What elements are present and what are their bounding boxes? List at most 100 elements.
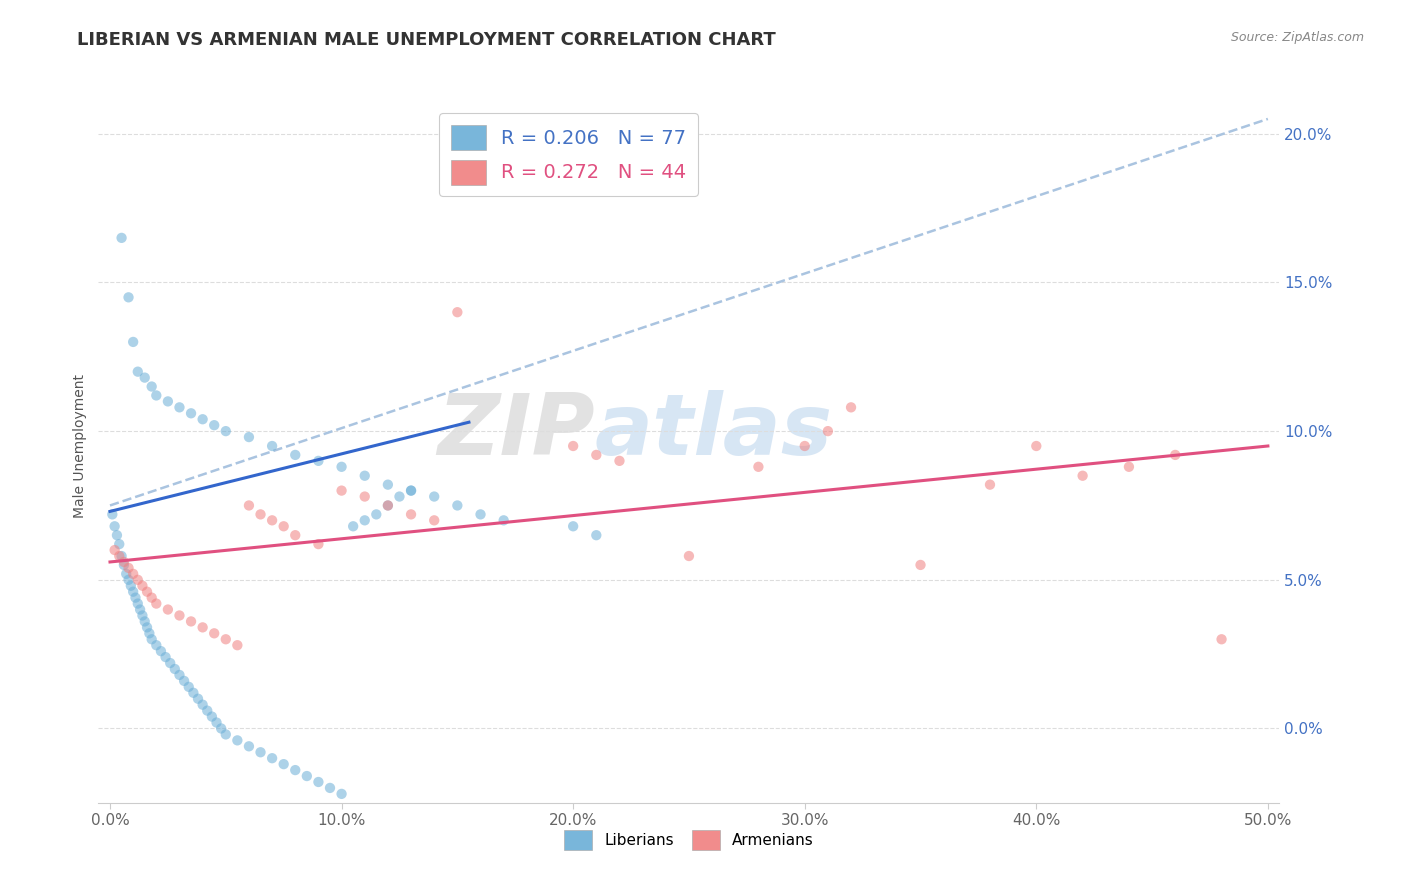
Point [377, 477, 399, 491]
Point [191, 698, 214, 712]
Point [112, 555, 135, 569]
Point [149, 644, 172, 658]
Text: LIBERIAN VS ARMENIAN MALE UNEMPLOYMENT CORRELATION CHART: LIBERIAN VS ARMENIAN MALE UNEMPLOYMENT C… [77, 31, 776, 49]
Point [1118, 459, 1140, 474]
Y-axis label: Male Unemployment: Male Unemployment [73, 374, 87, 518]
Point [1164, 448, 1187, 462]
Point [183, 686, 205, 700]
Point [446, 305, 468, 319]
Point [136, 584, 159, 599]
Point [585, 448, 607, 462]
Point [108, 537, 131, 551]
Point [366, 508, 388, 522]
Point [163, 662, 186, 676]
Point [141, 591, 163, 605]
Point [138, 626, 160, 640]
Point [215, 727, 238, 741]
Point [284, 448, 307, 462]
Point [342, 519, 364, 533]
Point [262, 439, 284, 453]
Point [1025, 439, 1047, 453]
Point [979, 477, 1001, 491]
Point [112, 558, 135, 572]
Point [110, 549, 132, 563]
Point [145, 597, 167, 611]
Point [191, 620, 214, 634]
Point [134, 615, 156, 629]
Legend: Liberians, Armenians: Liberians, Armenians [558, 824, 820, 855]
Point [129, 602, 152, 616]
Point [191, 412, 214, 426]
Point [108, 549, 131, 563]
Point [145, 388, 167, 402]
Text: ZIP: ZIP [437, 390, 595, 474]
Point [423, 513, 446, 527]
Point [169, 608, 191, 623]
Point [249, 508, 271, 522]
Point [141, 379, 163, 393]
Point [117, 561, 139, 575]
Point [330, 459, 353, 474]
Point [399, 508, 422, 522]
Point [195, 704, 218, 718]
Point [353, 468, 375, 483]
Point [295, 769, 318, 783]
Point [156, 394, 179, 409]
Point [747, 459, 769, 474]
Point [134, 370, 156, 384]
Point [910, 558, 932, 572]
Point [423, 490, 446, 504]
Text: Source: ZipAtlas.com: Source: ZipAtlas.com [1230, 31, 1364, 45]
Point [202, 418, 225, 433]
Point [169, 668, 191, 682]
Point [562, 519, 585, 533]
Point [127, 573, 149, 587]
Point [110, 231, 132, 245]
Point [226, 638, 249, 652]
Point [238, 739, 260, 754]
Point [180, 406, 202, 420]
Point [249, 745, 271, 759]
Point [678, 549, 700, 563]
Point [609, 454, 631, 468]
Point [117, 290, 139, 304]
Point [115, 566, 138, 581]
Point [177, 680, 200, 694]
Point [205, 715, 228, 730]
Point [215, 424, 238, 438]
Point [238, 499, 260, 513]
Point [124, 591, 146, 605]
Point [273, 519, 295, 533]
Point [159, 656, 181, 670]
Point [307, 775, 329, 789]
Point [377, 499, 399, 513]
Point [307, 454, 329, 468]
Point [492, 513, 515, 527]
Point [120, 579, 142, 593]
Point [127, 365, 149, 379]
Point [215, 632, 238, 647]
Point [104, 543, 127, 558]
Point [155, 650, 177, 665]
Point [122, 334, 145, 349]
Point [319, 780, 342, 795]
Point [273, 757, 295, 772]
Point [145, 638, 167, 652]
Point [307, 537, 329, 551]
Point [353, 513, 375, 527]
Point [399, 483, 422, 498]
Text: atlas: atlas [595, 390, 832, 474]
Point [104, 519, 127, 533]
Point [377, 499, 399, 513]
Point [330, 483, 353, 498]
Point [262, 513, 284, 527]
Point [187, 691, 209, 706]
Point [262, 751, 284, 765]
Point [173, 673, 195, 688]
Point [101, 508, 124, 522]
Point [201, 709, 224, 723]
Point [238, 430, 260, 444]
Point [127, 597, 149, 611]
Point [136, 620, 159, 634]
Point [156, 602, 179, 616]
